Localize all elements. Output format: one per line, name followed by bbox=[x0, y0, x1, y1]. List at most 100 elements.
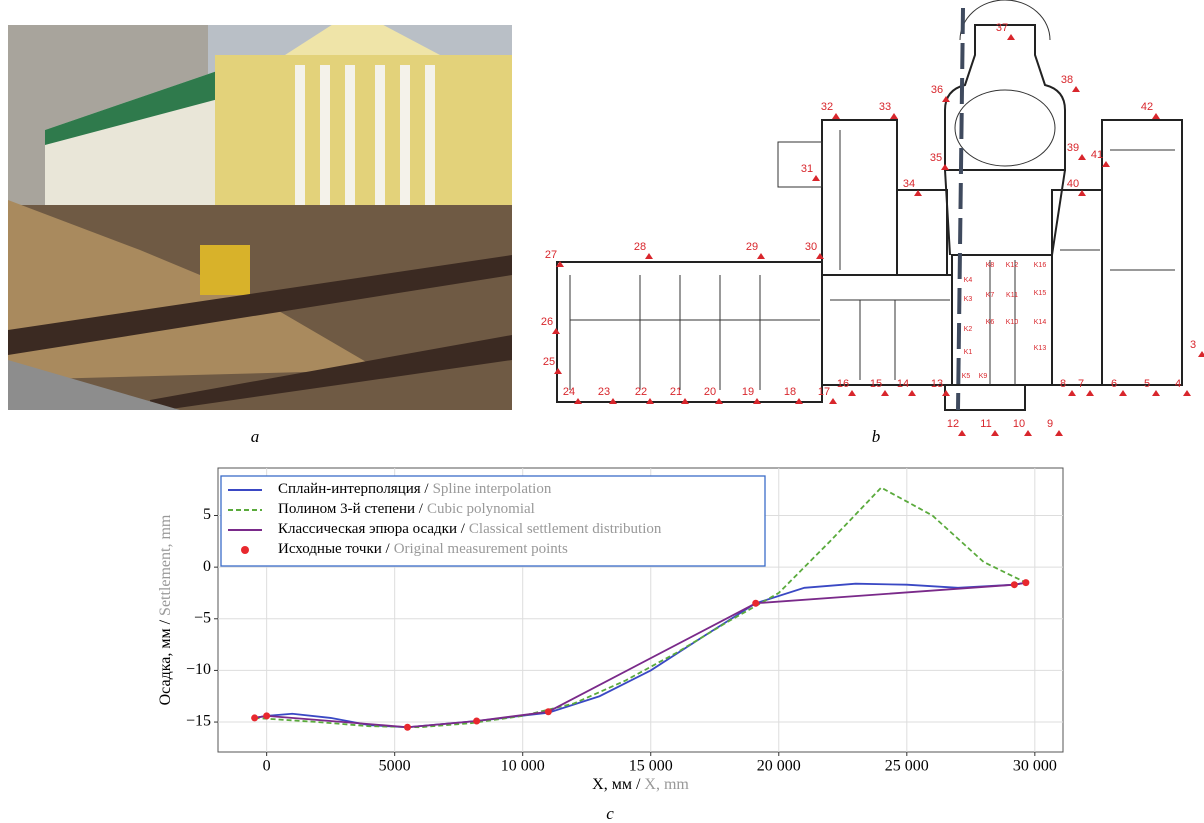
point-label: 7 bbox=[1078, 378, 1084, 390]
point-label: 17 bbox=[818, 386, 830, 398]
y-tick-label: 0 bbox=[203, 558, 211, 575]
data-point bbox=[403, 723, 411, 731]
x-tick-label: 15 000 bbox=[629, 758, 673, 775]
point-label: 25 bbox=[543, 356, 555, 368]
point-label: 30 bbox=[805, 241, 817, 253]
k-label: K7 bbox=[986, 292, 995, 299]
point-label: 14 bbox=[897, 378, 909, 390]
k-label: K5 bbox=[962, 373, 971, 380]
k-label: K14 bbox=[1034, 319, 1047, 326]
panel-label: a bbox=[251, 427, 260, 446]
x-tick-label: 5000 bbox=[379, 758, 411, 775]
legend-entry: Исходные точки / Original measurement poi… bbox=[278, 541, 568, 557]
point-label: 40 bbox=[1067, 178, 1079, 190]
point-label: 3 bbox=[1190, 339, 1196, 351]
point-marker bbox=[829, 398, 837, 404]
point-marker bbox=[832, 113, 840, 119]
point-marker bbox=[848, 390, 856, 396]
point-marker bbox=[942, 390, 950, 396]
point-marker bbox=[1183, 390, 1191, 396]
point-label: 9 bbox=[1047, 418, 1053, 430]
x-axis-label: X, мм / X, mm bbox=[592, 776, 689, 793]
k-label: K9 bbox=[979, 373, 988, 380]
y-tick-label: −15 bbox=[186, 713, 211, 730]
point-marker bbox=[1152, 390, 1160, 396]
point-label: 36 bbox=[931, 84, 943, 96]
data-point bbox=[1022, 579, 1030, 587]
k-label: K6 bbox=[986, 319, 995, 326]
legend-name: Классическая эпюра осадки / bbox=[278, 521, 466, 537]
point-marker bbox=[556, 261, 564, 267]
point-label: 4 bbox=[1175, 378, 1181, 390]
point-marker bbox=[958, 430, 966, 436]
legend-entry: Сплайн-интерполяция / Spline interpolatio… bbox=[278, 481, 552, 497]
legend-name: Исходные точки / bbox=[278, 541, 391, 557]
k-label: K8 bbox=[986, 262, 995, 269]
point-label: 33 bbox=[879, 101, 891, 113]
panel-label: b bbox=[872, 427, 881, 446]
point-marker bbox=[554, 368, 562, 374]
point-label: 24 bbox=[563, 386, 575, 398]
plot-frame bbox=[217, 467, 1064, 753]
point-label: 10 bbox=[1013, 418, 1025, 430]
point-marker bbox=[881, 390, 889, 396]
point-marker bbox=[1119, 390, 1127, 396]
point-label: 12 bbox=[947, 418, 959, 430]
point-marker bbox=[1055, 430, 1063, 436]
floor-plan: 3456789101112131415161718192021222324252… bbox=[541, 0, 1204, 436]
point-marker bbox=[753, 398, 761, 404]
k-label: K12 bbox=[1006, 262, 1019, 269]
point-label: 13 bbox=[931, 378, 943, 390]
data-point bbox=[1010, 581, 1018, 589]
point-label: 35 bbox=[930, 152, 942, 164]
point-label: 15 bbox=[870, 378, 882, 390]
y-tick-label: 5 bbox=[203, 506, 211, 523]
data-point bbox=[544, 708, 552, 716]
point-marker bbox=[1086, 390, 1094, 396]
point-label: 28 bbox=[634, 241, 646, 253]
data-point bbox=[752, 599, 760, 607]
point-marker bbox=[1068, 390, 1076, 396]
point-marker bbox=[552, 328, 560, 334]
k-label: K16 bbox=[1034, 262, 1047, 269]
photo bbox=[8, 25, 512, 410]
point-marker bbox=[908, 390, 916, 396]
x-tick-label: 20 000 bbox=[757, 758, 801, 775]
point-marker bbox=[795, 398, 803, 404]
point-label: 42 bbox=[1141, 101, 1153, 113]
x-tick-label: 10 000 bbox=[501, 758, 545, 775]
point-marker bbox=[1072, 86, 1080, 92]
k-label: K1 bbox=[964, 349, 973, 356]
k-label: K4 bbox=[964, 277, 973, 284]
y-label-en: Settlement, mm bbox=[157, 514, 174, 616]
point-marker bbox=[646, 398, 654, 404]
k-label: K2 bbox=[964, 326, 973, 333]
point-label: 20 bbox=[704, 386, 716, 398]
legend-name-en: Cubic polynomial bbox=[427, 501, 535, 517]
k-label: K13 bbox=[1034, 345, 1047, 352]
point-label: 19 bbox=[742, 386, 754, 398]
point-marker bbox=[890, 113, 898, 119]
legend-box bbox=[220, 475, 766, 567]
legend-swatch bbox=[241, 546, 249, 554]
point-marker bbox=[1078, 154, 1086, 160]
legend-name: Сплайн-интерполяция / bbox=[278, 481, 429, 497]
legend-entry: Полином 3-й степени / Cubic polynomial bbox=[278, 501, 535, 517]
point-label: 16 bbox=[837, 378, 849, 390]
point-label: 11 bbox=[980, 418, 991, 430]
x-label-ru: X, мм / bbox=[592, 776, 641, 793]
legend-name-en: Original measurement points bbox=[394, 541, 568, 557]
point-marker bbox=[1152, 113, 1160, 119]
point-label: 26 bbox=[541, 316, 553, 328]
data-point bbox=[263, 712, 271, 720]
point-label: 5 bbox=[1144, 378, 1150, 390]
point-label: 23 bbox=[598, 386, 610, 398]
point-marker bbox=[941, 164, 949, 170]
point-marker bbox=[1078, 190, 1086, 196]
point-label: 37 bbox=[996, 22, 1008, 34]
series-line bbox=[254, 581, 1027, 729]
point-label: 34 bbox=[903, 178, 915, 190]
point-marker bbox=[1198, 351, 1204, 357]
settlement-chart bbox=[217, 467, 1064, 753]
point-label: 27 bbox=[545, 249, 557, 261]
